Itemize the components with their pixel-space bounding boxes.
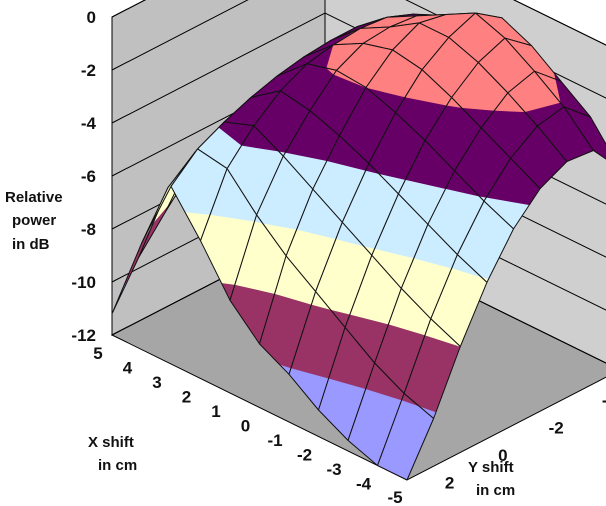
z-tick-label: 0 (87, 8, 96, 27)
x-tick-label: -3 (326, 460, 341, 479)
z-axis-title-line-1: Relative (5, 189, 63, 206)
z-tick-label: -10 (71, 273, 96, 292)
surface-cell (282, 110, 340, 190)
x-axis-title-line-2: in cm (98, 457, 137, 474)
surface-cell (200, 167, 258, 302)
z-tick-label: -6 (81, 167, 96, 186)
surface-cell (403, 318, 461, 420)
surface-cell (377, 392, 435, 481)
surface-cell (344, 254, 402, 364)
y-axis-title-line-2: in cm (476, 482, 515, 499)
y-tick-label: -4 (602, 391, 606, 410)
z-tick-label: -4 (81, 114, 97, 133)
x-tick-label: -4 (356, 475, 372, 494)
surface-cell-outline (377, 393, 435, 481)
x-tick-label: 1 (211, 402, 220, 421)
z-tick-label: -2 (81, 61, 96, 80)
x-tick-label: 3 (152, 373, 161, 392)
chart-tick-labels: 0 -2 -4 -6 -8 -10 -125 43 2 1 0 -1 -2 -3 -4 2 0 -2 -4 -5 (71, 8, 606, 506)
y-axis-title-line-1: Y shift (468, 459, 514, 476)
x-tick-label: 5 (93, 344, 102, 363)
x-tick-label: -1 (267, 431, 282, 450)
y-tick-label: -2 (549, 418, 564, 437)
x-tick-label: -2 (297, 446, 312, 465)
y-tick-label: 0 (498, 446, 507, 465)
x-tick-label: 0 (241, 417, 250, 436)
y-tick-label: -5 (387, 488, 402, 506)
surface-cell (318, 326, 376, 441)
z-tick-label: -12 (71, 326, 96, 345)
y-tick-label: 2 (445, 473, 454, 492)
gridline-z (111, 0, 606, 46)
x-tick-label: 2 (182, 388, 191, 407)
x-axis-title-line-1: X shift (88, 434, 134, 451)
surface-mesh (111, 12, 606, 481)
chart-labels: Relative power in dB X shift in cm Y shi… (5, 189, 515, 499)
z-axis-title-line-2: power (12, 212, 56, 229)
surface-cell (229, 214, 287, 345)
surface-cell (306, 42, 364, 71)
surface-cell (483, 157, 541, 230)
z-axis-title-line-3: in dB (12, 236, 50, 253)
z-tick-label: -8 (81, 220, 96, 239)
x-tick-label: 4 (123, 359, 133, 378)
surface-cell (480, 92, 538, 159)
surface-cell (259, 255, 317, 375)
